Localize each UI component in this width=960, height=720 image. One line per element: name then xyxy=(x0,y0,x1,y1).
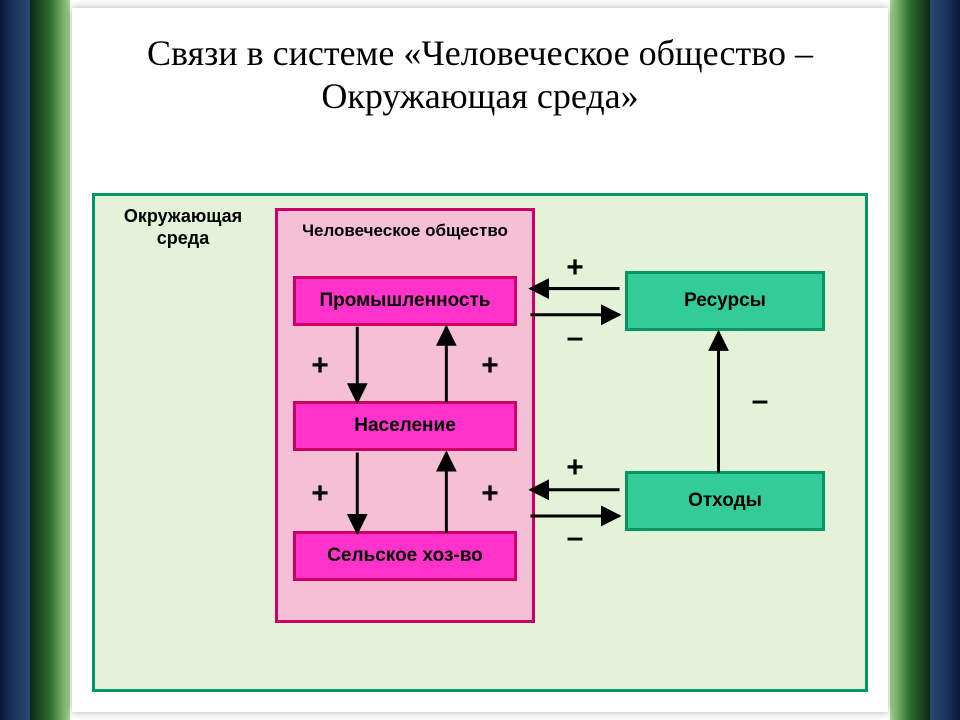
sign-ind-pop-left: + xyxy=(311,349,329,383)
diagram-container: Окружающая среда Человеческое общество П… xyxy=(92,193,868,692)
sign-waste-top: + xyxy=(566,451,584,485)
slide-frame: Связи в системе «Человеческое общество –… xyxy=(0,0,960,720)
sign-waste-bottom: – xyxy=(567,521,584,555)
frame-dark-right xyxy=(930,0,960,720)
sign-pop-ag-left: + xyxy=(311,477,329,511)
sign-pop-ag-right: + xyxy=(481,477,499,511)
sign-res-bottom: – xyxy=(567,321,584,355)
node-population: Население xyxy=(293,401,517,451)
node-waste: Отходы xyxy=(625,471,825,531)
sign-waste-to-res: – xyxy=(752,384,769,418)
slide-content: Связи в системе «Человеческое общество –… xyxy=(72,8,888,712)
node-resources: Ресурсы xyxy=(625,271,825,331)
node-industry: Промышленность xyxy=(293,276,517,326)
slide-title: Связи в системе «Человеческое общество –… xyxy=(112,32,848,118)
frame-dark-left xyxy=(0,0,30,720)
society-title: Человеческое общество xyxy=(286,221,524,241)
sign-res-top: + xyxy=(566,251,584,285)
environment-label: Окружающая среда xyxy=(103,206,263,249)
frame-green-left xyxy=(30,0,70,720)
sign-ind-pop-right: + xyxy=(481,349,499,383)
node-agriculture: Сельское хоз-во xyxy=(293,531,517,581)
frame-green-right xyxy=(890,0,930,720)
